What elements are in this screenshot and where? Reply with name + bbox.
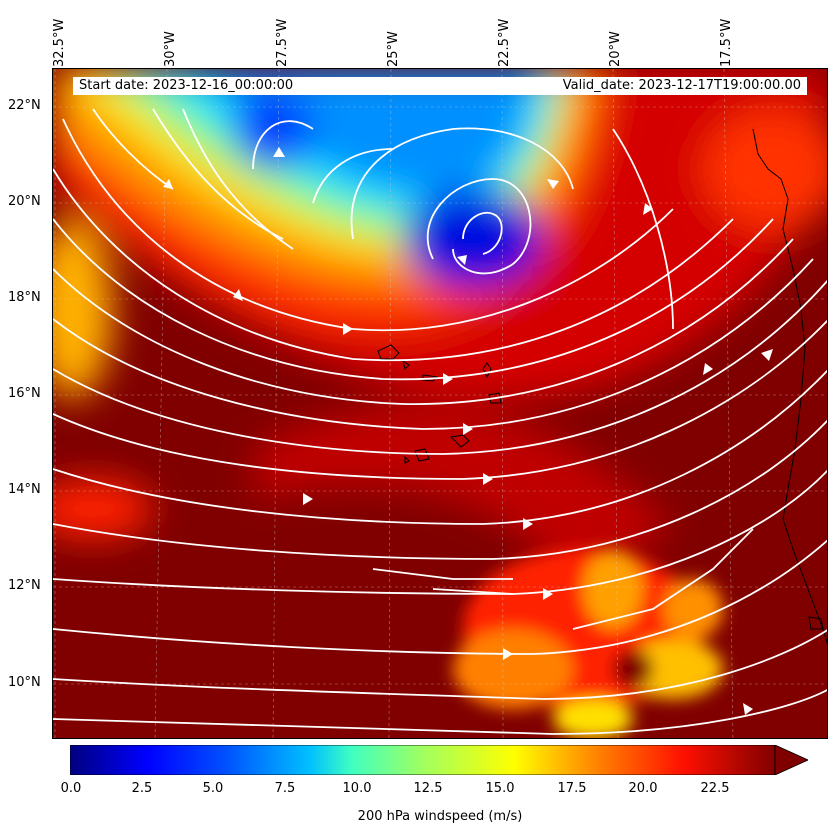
longitude-label: 20°W: [608, 31, 623, 67]
map-title-bar: Start date: 2023-12-16_00:00:00 Valid_da…: [73, 77, 807, 95]
longitude-label: 22.5°W: [497, 18, 512, 67]
colorbar-tick: 15.0: [485, 781, 515, 796]
latitude-label: 22°N: [8, 98, 41, 113]
latitude-label: 20°N: [8, 194, 41, 209]
colorbar-gradient: [70, 745, 776, 775]
colorbar-extend-arrow: [774, 745, 808, 775]
streamline-arrows: [163, 147, 773, 715]
colorbar-tick: 5.0: [202, 781, 224, 796]
latitude-label: 10°N: [8, 675, 41, 690]
valid-date-label: Valid_date: 2023-12-17T19:00:00.00: [562, 78, 801, 93]
colorbar-tick: 12.5: [413, 781, 443, 796]
colorbar-tick: 22.5: [700, 781, 730, 796]
latitude-label: 16°N: [8, 386, 41, 401]
latitude-label: 12°N: [8, 578, 41, 593]
coastline: [377, 128, 827, 645]
longitude-label: 17.5°W: [719, 18, 734, 67]
colorbar-tick: 7.5: [274, 781, 296, 796]
start-date-label: Start date: 2023-12-16_00:00:00: [79, 78, 294, 93]
longitude-label: 27.5°W: [275, 18, 290, 67]
colorbar-tick: 10.0: [342, 781, 372, 796]
longitude-label: 30°W: [163, 31, 178, 67]
colorbar-tick: 20.0: [628, 781, 658, 796]
latitude-label: 18°N: [8, 290, 41, 305]
latitude-label: 14°N: [8, 482, 41, 497]
colorbar-tick: 0.0: [60, 781, 82, 796]
windspeed-map: Start date: 2023-12-16_00:00:00 Valid_da…: [52, 68, 828, 739]
longitude-label: 25°W: [386, 31, 401, 67]
colorbar: [70, 745, 808, 775]
gridlines: [53, 69, 827, 738]
longitude-label: 32.5°W: [52, 18, 67, 67]
colorbar-tick: 2.5: [131, 781, 153, 796]
colorbar-tick: 17.5: [557, 781, 587, 796]
windspeed-field: [53, 69, 827, 738]
colorbar-label: 200 hPa windspeed (m/s): [357, 809, 523, 824]
